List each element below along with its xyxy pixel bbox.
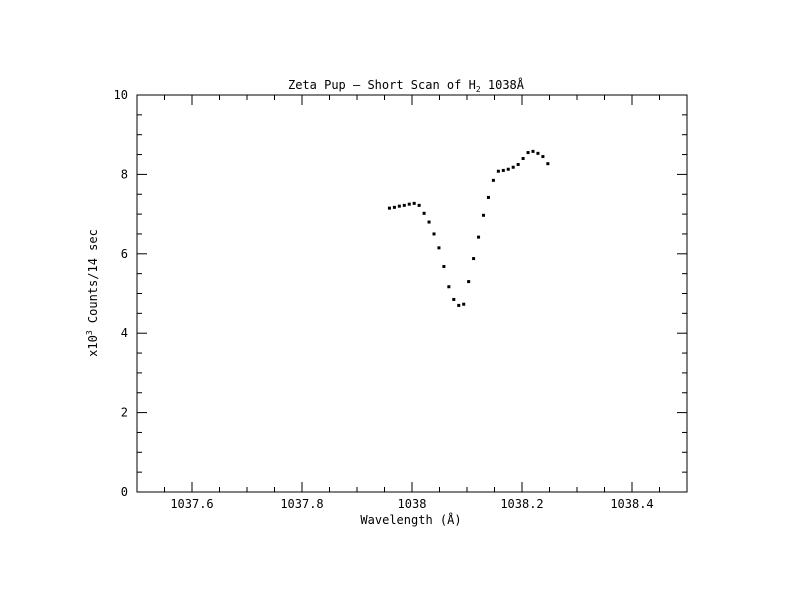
data-point (457, 303, 461, 307)
chart-title-main: Zeta Pup — Short Scan of H (288, 78, 476, 92)
data-point (427, 220, 431, 224)
data-point (482, 213, 485, 217)
data-point (472, 257, 476, 261)
y-tick-label: 4 (121, 326, 128, 340)
chart-title-suffix: 1038Å (481, 77, 525, 92)
data-point (536, 151, 540, 155)
data-point (422, 211, 426, 215)
y-axis-label: x103 Counts/14 sec (85, 229, 100, 357)
x-tick-label: 1038 (398, 497, 427, 511)
x-tick-label: 1037.8 (280, 497, 323, 511)
data-point (526, 151, 530, 155)
chart-title: Zeta Pup — Short Scan of H2 1038Å (288, 77, 525, 94)
data-point (491, 178, 495, 182)
tick-labels-group: 1037.6 1037.8 1038 1038.2 1038.4 0 2 4 6 8 10 (114, 88, 654, 511)
data-point (402, 203, 406, 207)
x-tick-label: 1038.4 (610, 497, 653, 511)
data-point (541, 155, 545, 159)
data-point (442, 265, 446, 269)
data-point (496, 169, 500, 173)
data-point (516, 162, 520, 166)
y-tick-label: 2 (121, 406, 128, 420)
data-point (452, 297, 456, 301)
data-point (546, 162, 550, 166)
y-tick-label: 0 (121, 485, 128, 499)
data-point (407, 202, 411, 206)
data-point (477, 235, 481, 239)
data-point (511, 165, 515, 169)
data-point (417, 203, 421, 207)
data-points-group (387, 149, 550, 307)
data-point (397, 204, 401, 208)
plot-frame-group (136, 94, 688, 493)
data-point (501, 168, 505, 172)
chart-title-subscript: 2 (476, 85, 481, 94)
y-tick-label: 10 (114, 88, 128, 102)
x-tick-label: 1038.2 (500, 497, 543, 511)
y-tick-label: 6 (121, 247, 128, 261)
data-point (387, 206, 391, 210)
y-tick-label: 8 (121, 167, 128, 181)
data-point (521, 157, 525, 161)
data-point (432, 232, 436, 236)
data-point (531, 149, 535, 153)
data-point (462, 302, 466, 306)
data-point (392, 205, 396, 209)
y-axis-label-superscript: 3 (85, 330, 94, 335)
plot-border (136, 94, 688, 493)
y-axis-label-suffix: Counts/14 sec (86, 229, 100, 330)
data-point (467, 280, 471, 284)
x-axis-label: Wavelength (Å) (360, 512, 461, 527)
data-point (437, 246, 441, 250)
data-point (447, 285, 451, 289)
data-point (506, 167, 510, 171)
axis-ticks-group (136, 94, 688, 493)
data-point (412, 201, 416, 205)
x-tick-label: 1037.6 (170, 497, 213, 511)
data-point (486, 195, 490, 199)
y-axis-label-main: x10 (86, 335, 100, 357)
